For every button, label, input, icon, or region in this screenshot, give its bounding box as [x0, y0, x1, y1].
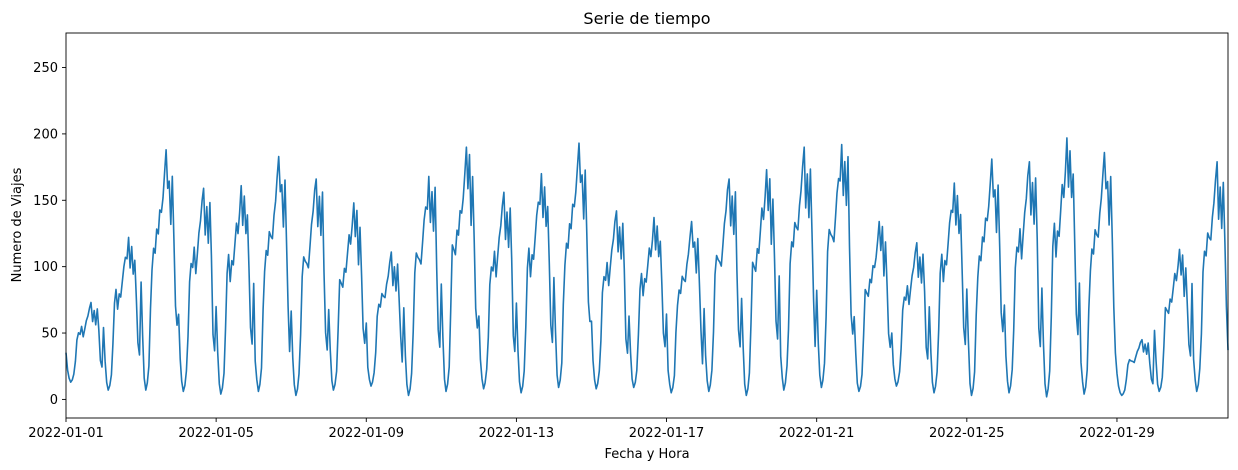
y-axis-title: Numero de Viajes	[10, 167, 25, 282]
chart-title: Serie de tiempo	[583, 9, 710, 28]
y-tick-label: 150	[33, 194, 58, 209]
plot-area: 0 50 100 150 200 250 2022-01-01 2022-01-05 2022-…	[28, 32, 1229, 441]
y-tick-label: 100	[33, 260, 58, 275]
series-line	[65, 137, 1229, 398]
x-tick-label: 2022-01-05	[178, 426, 254, 441]
x-tick-label: 2022-01-09	[328, 426, 404, 441]
x-tick-label: 2022-01-13	[479, 426, 555, 441]
x-axis-title: Fecha y Hora	[604, 447, 689, 462]
y-tick-label: 250	[33, 61, 58, 76]
x-tick-label: 2022-01-17	[629, 426, 705, 441]
y-tick-label: 200	[33, 127, 58, 142]
x-tick-label: 2022-01-25	[929, 426, 1005, 441]
x-tick-label: 2022-01-29	[1079, 426, 1155, 441]
x-tick-label: 2022-01-01	[28, 426, 104, 441]
plot-frame	[65, 32, 1229, 419]
x-tick-label: 2022-01-21	[779, 426, 855, 441]
y-tick-label: 0	[50, 393, 58, 408]
y-tick-label: 50	[41, 327, 58, 342]
